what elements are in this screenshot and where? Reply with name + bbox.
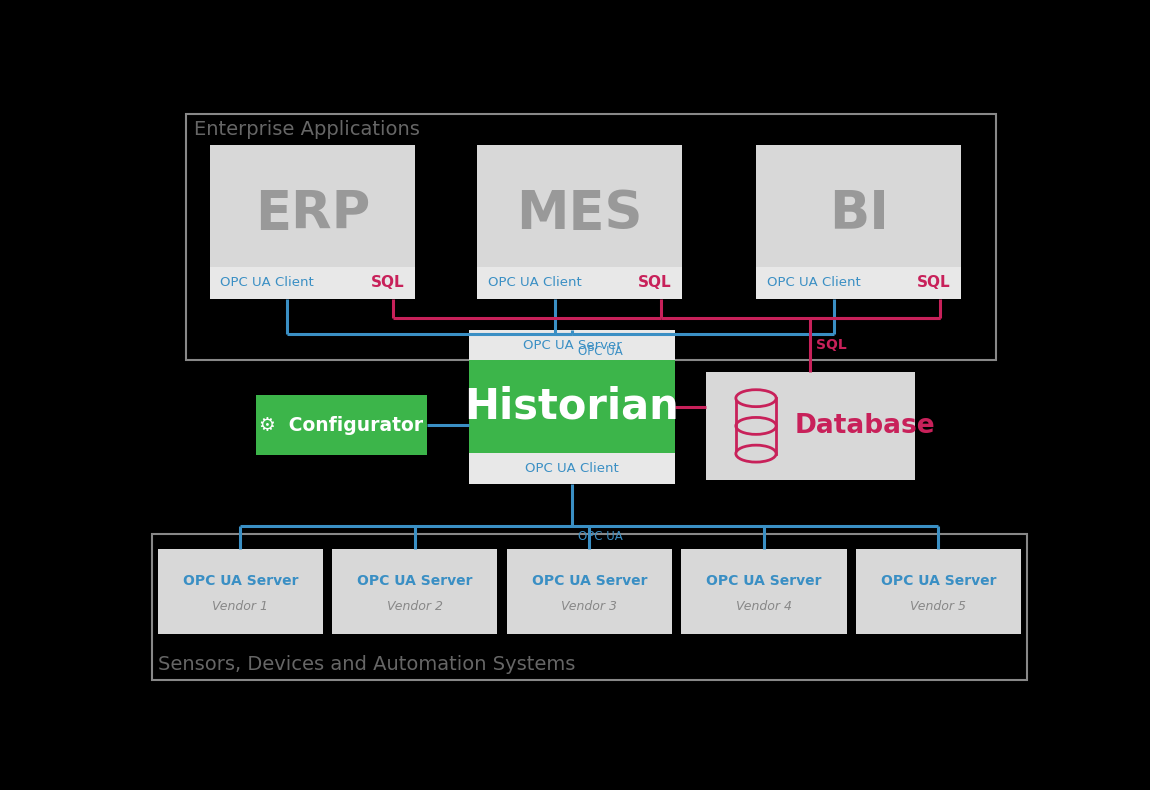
Text: OPC UA Server: OPC UA Server (706, 574, 821, 589)
Bar (209, 266, 415, 299)
Bar (477, 266, 682, 299)
Bar (158, 549, 323, 634)
Bar (681, 549, 846, 634)
Text: OPC UA Client: OPC UA Client (221, 276, 314, 289)
Bar (856, 549, 1021, 634)
Text: OPC UA: OPC UA (578, 345, 623, 358)
Text: SQL: SQL (816, 338, 848, 352)
Text: Historian: Historian (465, 386, 680, 427)
Text: Vendor 1: Vendor 1 (213, 600, 268, 613)
Text: Vendor 4: Vendor 4 (736, 600, 792, 613)
Bar (332, 549, 498, 634)
Bar (209, 145, 415, 299)
Text: Enterprise Applications: Enterprise Applications (194, 120, 420, 139)
Ellipse shape (736, 389, 776, 407)
Text: Database: Database (795, 413, 935, 439)
Text: OPC UA Server: OPC UA Server (522, 339, 621, 352)
Bar (706, 372, 915, 480)
Text: OPC UA Client: OPC UA Client (767, 276, 860, 289)
Bar (256, 395, 427, 455)
Text: Sensors, Devices and Automation Systems: Sensors, Devices and Automation Systems (158, 655, 575, 674)
Text: OPC UA Client: OPC UA Client (488, 276, 582, 289)
Bar (186, 114, 996, 360)
Text: OPC UA Server: OPC UA Server (183, 574, 298, 589)
Text: SQL: SQL (370, 275, 404, 290)
Text: BI: BI (829, 188, 889, 240)
Text: MES: MES (516, 188, 643, 240)
Bar (477, 145, 682, 299)
Ellipse shape (736, 445, 776, 462)
Text: ERP: ERP (254, 188, 370, 240)
Bar (507, 549, 672, 634)
Text: OPC UA Client: OPC UA Client (526, 461, 619, 475)
Text: Vendor 2: Vendor 2 (386, 600, 443, 613)
Bar (756, 266, 961, 299)
Bar (469, 453, 675, 483)
Text: Vendor 5: Vendor 5 (911, 600, 966, 613)
Text: SQL: SQL (917, 275, 951, 290)
Text: OPC UA: OPC UA (578, 530, 623, 543)
Bar (756, 145, 961, 299)
Text: Vendor 3: Vendor 3 (561, 600, 618, 613)
Text: ⚙  Configurator: ⚙ Configurator (259, 416, 423, 435)
Bar (736, 398, 776, 453)
Text: OPC UA Server: OPC UA Server (358, 574, 473, 589)
Text: SQL: SQL (638, 275, 672, 290)
Text: OPC UA Server: OPC UA Server (531, 574, 647, 589)
Bar (469, 360, 675, 453)
Bar (152, 534, 1027, 680)
Text: OPC UA Server: OPC UA Server (881, 574, 996, 589)
Bar (469, 329, 675, 360)
